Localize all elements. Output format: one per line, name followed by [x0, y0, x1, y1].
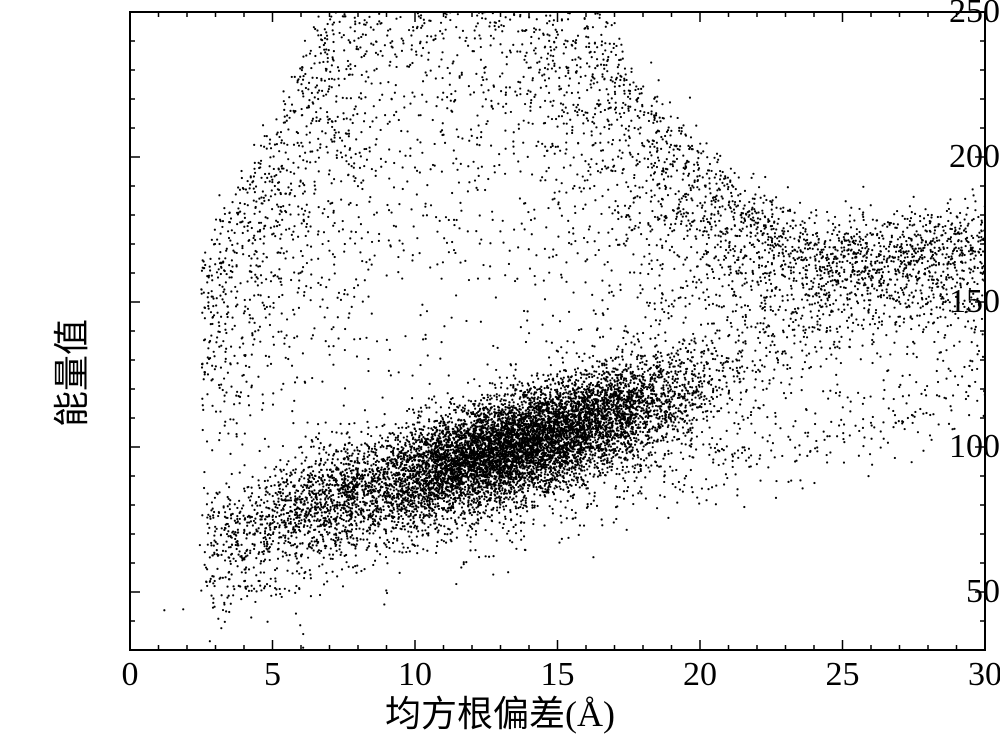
x-tick-label: 10 [398, 656, 432, 694]
x-tick-label: 5 [264, 656, 281, 694]
y-tick-label: 250 [882, 0, 1000, 31]
x-tick-label: 30 [968, 656, 1000, 694]
x-tick-label: 20 [683, 656, 717, 694]
y-axis-label: 能量值 [43, 318, 95, 426]
x-tick-label: 15 [541, 656, 575, 694]
x-tick-label: 0 [122, 656, 139, 694]
x-tick-label: 25 [826, 656, 860, 694]
y-tick-label: 100 [882, 428, 1000, 466]
chart-canvas [0, 0, 1000, 745]
y-tick-label: 200 [882, 138, 1000, 176]
y-tick-label: 150 [882, 283, 1000, 321]
y-tick-label: 50 [882, 573, 1000, 611]
scatter-chart: 能量值 均方根偏差(Å) 50100150200250 051015202530 [0, 0, 1000, 745]
